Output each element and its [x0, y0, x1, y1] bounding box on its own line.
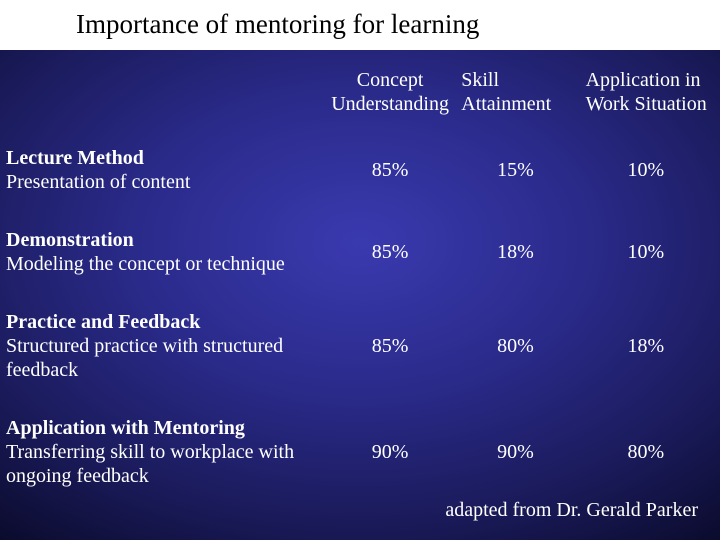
header-col-2-line2: Attainment: [461, 93, 551, 115]
row-label: Lecture Method Presentation of content: [4, 120, 325, 194]
table-row: Practice and Feedback Structured practic…: [4, 276, 716, 382]
row-heading: Application with Mentoring: [6, 416, 325, 440]
attribution-text: adapted from Dr. Gerald Parker: [445, 499, 698, 522]
cell-value: 10%: [576, 194, 716, 276]
header-col-2: Skill Attainment: [455, 62, 575, 120]
table-row: Application with Mentoring Transferring …: [4, 382, 716, 488]
header-col-3: Application in Work Situation: [576, 62, 716, 120]
header-col-1-line2: Understanding: [331, 93, 449, 115]
row-label: Practice and Feedback Structured practic…: [4, 276, 325, 382]
cell-value: 80%: [455, 276, 575, 382]
cell-value: 10%: [576, 120, 716, 194]
row-heading: Lecture Method: [6, 146, 325, 170]
row-heading: Demonstration: [6, 228, 325, 252]
header-col-3-line2: Work Situation: [586, 93, 707, 115]
row-sub: Transferring skill to workplace with ong…: [6, 440, 325, 488]
row-heading: Practice and Feedback: [6, 310, 325, 334]
cell-value: 15%: [455, 120, 575, 194]
header-col-1-line1: Concept: [357, 69, 424, 91]
cell-value: 90%: [325, 382, 455, 488]
slide: Importance of mentoring for learning Con…: [0, 0, 720, 540]
cell-value: 85%: [325, 120, 455, 194]
cell-value: 80%: [576, 382, 716, 488]
row-sub: Structured practice with structured feed…: [6, 334, 325, 382]
cell-value: 18%: [455, 194, 575, 276]
mentoring-table: Concept Understanding Skill Attainment A…: [4, 62, 716, 488]
row-sub: Modeling the concept or technique: [6, 252, 325, 276]
table-header-row: Concept Understanding Skill Attainment A…: [4, 62, 716, 120]
header-col-3-line1: Application in: [586, 69, 701, 91]
row-sub: Presentation of content: [6, 170, 325, 194]
cell-value: 85%: [325, 194, 455, 276]
cell-value: 85%: [325, 276, 455, 382]
header-col-2-line1: Skill: [461, 69, 499, 91]
slide-title: Importance of mentoring for learning: [0, 0, 720, 50]
row-label: Application with Mentoring Transferring …: [4, 382, 325, 488]
row-label: Demonstration Modeling the concept or te…: [4, 194, 325, 276]
table-row: Lecture Method Presentation of content 8…: [4, 120, 716, 194]
table-row: Demonstration Modeling the concept or te…: [4, 194, 716, 276]
header-col-1: Concept Understanding: [325, 62, 455, 120]
slide-content: Concept Understanding Skill Attainment A…: [0, 62, 720, 488]
cell-value: 90%: [455, 382, 575, 488]
cell-value: 18%: [576, 276, 716, 382]
header-blank: [4, 62, 325, 120]
